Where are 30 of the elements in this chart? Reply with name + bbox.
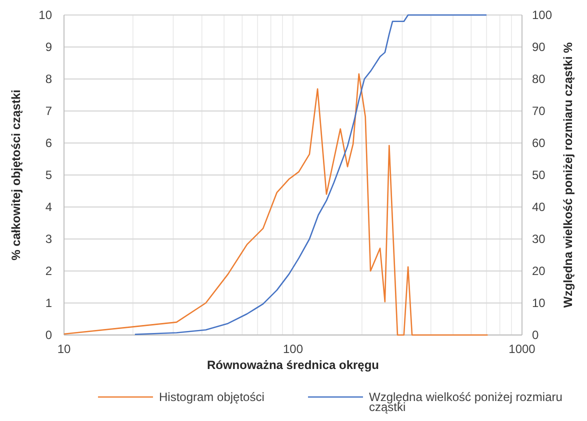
y2-tick-label: 30 xyxy=(532,232,546,246)
y-tick-label: 7 xyxy=(45,104,52,118)
y2-tick-label: 10 xyxy=(532,296,546,310)
y2-tick-label: 60 xyxy=(532,136,546,150)
y-tick-label: 9 xyxy=(45,40,52,54)
y2-tick-label: 70 xyxy=(532,104,546,118)
y2-axis-title: Względna wielkość poniżej rozmiaru cząstki % xyxy=(561,42,575,308)
y2-tick-label: 100 xyxy=(532,8,552,22)
x-axis-title: Równoważna średnica okręgu xyxy=(206,358,380,372)
y-tick-label: 10 xyxy=(38,8,52,22)
y-tick-label: 1 xyxy=(45,296,52,310)
y-tick-label: 8 xyxy=(45,72,52,86)
y2-tick-label: 50 xyxy=(532,168,546,182)
y-tick-label: 4 xyxy=(45,200,52,214)
y-tick-label: 6 xyxy=(45,136,52,150)
x-tick-label: 100 xyxy=(282,342,304,356)
y-tick-label: 3 xyxy=(45,232,52,246)
y2-tick-label: 0 xyxy=(532,328,539,342)
x-tick-label: 1000 xyxy=(508,342,536,356)
y2-tick-label: 80 xyxy=(532,72,546,86)
y-tick-label: 5 xyxy=(45,168,52,182)
y-tick-label: 0 xyxy=(45,328,52,342)
y-tick-label: 2 xyxy=(45,264,52,278)
legend-label: Względna wielkość poniżej rozmiaru cząstki xyxy=(369,390,562,414)
y-axis-title: % całkowitej objętości cząstki xyxy=(9,90,23,260)
legend-label: Histogram objętości xyxy=(159,390,264,404)
y2-tick-label: 40 xyxy=(532,200,546,214)
x-tick-label: 10 xyxy=(57,342,71,356)
y2-tick-label: 20 xyxy=(532,264,546,278)
y2-tick-label: 90 xyxy=(532,40,546,54)
